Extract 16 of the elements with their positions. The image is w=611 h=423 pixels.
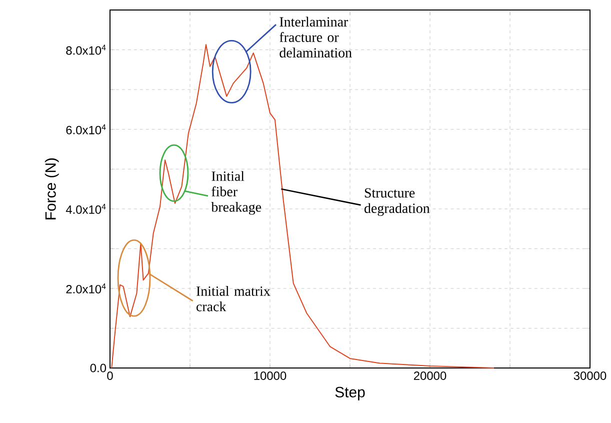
y-tick-label: 0.0 [90, 364, 106, 372]
annotation: Initial matrix crack [196, 286, 270, 312]
annotation: Structure degradation [364, 188, 430, 216]
y-tick-label: 8.0x10$^{4}$ [66, 44, 106, 55]
x-axis-title: Step [335, 386, 365, 400]
annotation: Interlaminar fracture or delamination [280, 16, 352, 58]
x-tick-label: 0 [107, 372, 113, 380]
y-axis-title: Force (N) [44, 158, 59, 220]
y-tick-label: 2.0x10$^{4}$ [66, 283, 106, 294]
x-tick-label: 10000 [254, 372, 286, 380]
y-tick-label: 4.0x10$^{4}$ [66, 204, 106, 214]
annotation: Initial fiber breakage [211, 171, 262, 215]
y-tick-label: 6.0x10$^{4}$ [66, 124, 106, 134]
line-series [111, 44, 495, 368]
x-tick-label: 30000 [574, 372, 606, 380]
x-tick-label: 20000 [414, 372, 446, 380]
